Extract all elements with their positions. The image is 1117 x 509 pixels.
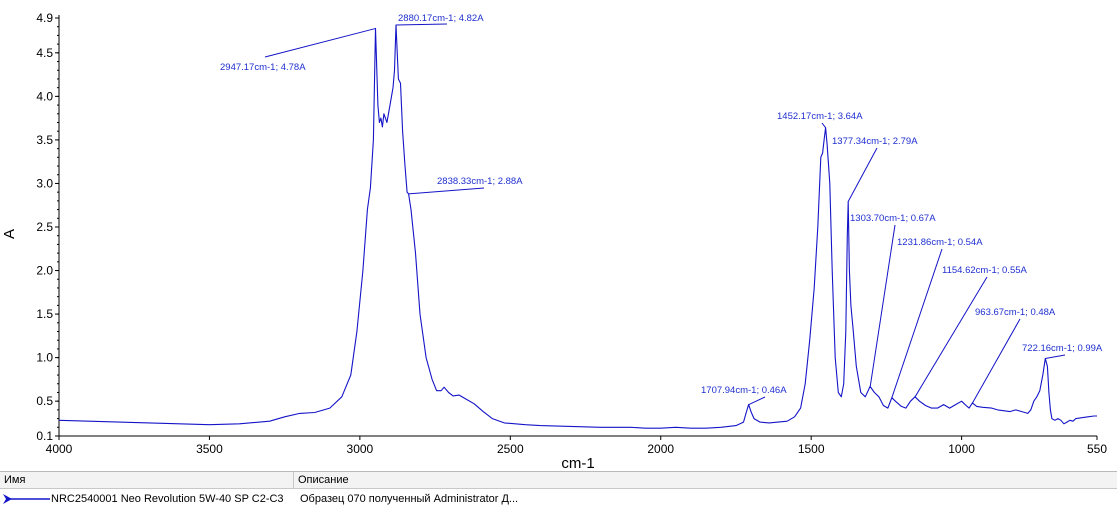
chart-annotations: 2947.17cm-1; 4.78A 2880.17cm-1; 4.82A 2838… (220, 13, 1103, 406)
annotation-leader (847, 147, 878, 202)
peak-annotation: 722.16cm-1; 0.99A (1022, 343, 1103, 354)
peak-annotation: 1452.17cm-1; 3.64A (777, 111, 863, 122)
x-tick-label: 3500 (196, 442, 223, 456)
y-tick-label: 4.9 (36, 11, 53, 25)
y-tick-label: 4.0 (36, 89, 53, 103)
annotation-leader (408, 187, 485, 195)
peak-annotation: 1154.62cm-1; 0.55A (942, 265, 1028, 276)
legend-header-description[interactable]: Описание (294, 472, 1117, 489)
series-swatch-icon (3, 494, 50, 504)
y-tick-label: 3.0 (36, 176, 53, 190)
peak-annotation: 963.67cm-1; 0.48A (975, 307, 1056, 318)
legend-row[interactable]: NRC2540001 Neo Revolution 5W-40 SP C2-C3… (0, 490, 1117, 508)
legend-row-name: NRC2540001 Neo Revolution 5W-40 SP C2-C3 (51, 493, 284, 505)
y-tick-label: 0.1 (36, 429, 53, 443)
annotation-leader (395, 23, 448, 26)
y-tick-label: 3.5 (36, 133, 53, 147)
spectrum-chart: 4000 3500 3000 2500 2000 1500 1000 550 0.1 0.5 1.0… (1, 11, 1107, 471)
x-tick-label: 4000 (46, 442, 73, 456)
legend-header-name[interactable]: Имя (0, 472, 294, 489)
x-axis-label: cm-1 (561, 455, 594, 471)
peak-annotation: 1377.34cm-1; 2.79A (832, 136, 918, 147)
annotation-leader (821, 122, 826, 129)
annotation-leader (264, 27, 376, 58)
x-tick-label: 1000 (948, 442, 975, 456)
chart-series (58, 24, 1097, 429)
y-tick-label: 0.5 (36, 394, 53, 408)
y-tick-label: 4.5 (36, 46, 53, 60)
peak-annotation: 1303.70cm-1; 0.67A (850, 213, 936, 224)
chart-axes (58, 15, 1097, 437)
x-tick-label: 550 (1087, 442, 1107, 456)
x-tick-label: 2500 (497, 442, 524, 456)
annotation-leader (891, 248, 943, 398)
y-tick-label: 2.5 (36, 220, 53, 234)
peak-annotation: 2838.33cm-1; 2.88A (437, 176, 523, 187)
y-axis-label: A (1, 229, 18, 239)
annotation-leader (1045, 354, 1066, 359)
annotation-leader (914, 276, 988, 398)
legend-row-description: Образец 070 полученный Administrator Д..… (300, 493, 519, 505)
annotation-leader (972, 318, 1021, 404)
peak-annotation: 1231.86cm-1; 0.54A (897, 237, 983, 248)
x-tick-label: 1500 (798, 442, 825, 456)
annotation-leader (869, 224, 896, 387)
x-tick-label: 2000 (647, 442, 674, 456)
x-tick-label: 3000 (347, 442, 374, 456)
peak-annotation: 1707.94cm-1; 0.46A (701, 385, 787, 396)
spectra-legend-table: Имя Описание NRC2540001 Neo Revolution 5… (0, 471, 1117, 509)
y-tick-label: 2.0 (36, 264, 53, 278)
chart-ticks: 4000 3500 3000 2500 2000 1500 1000 550 0.1 0.5 1.0… (36, 11, 1107, 456)
annotation-leader (748, 396, 766, 406)
y-tick-label: 1.5 (36, 307, 53, 321)
spectrum-line (58, 24, 1097, 429)
y-tick-label: 1.0 (36, 351, 53, 365)
peak-annotation: 2880.17cm-1; 4.82A (398, 13, 484, 24)
peak-annotation: 2947.17cm-1; 4.78A (220, 62, 306, 73)
